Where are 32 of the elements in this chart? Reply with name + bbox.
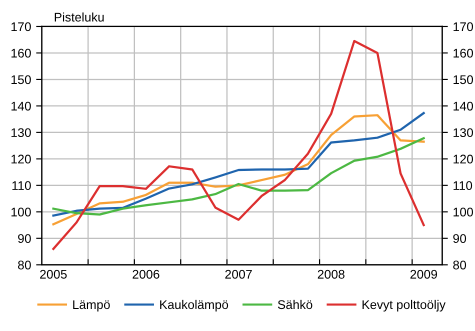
y-tick-label: 140	[11, 102, 31, 111]
y2-tick-label: 160	[454, 48, 474, 58]
legend-label: Kevyt polttoöljy	[362, 300, 446, 312]
x-tick-label: 2009	[410, 270, 438, 279]
y-tick-label: 80	[18, 260, 31, 270]
y-tick-label: 110	[12, 181, 31, 190]
y2-tick-label: 100	[454, 208, 474, 216]
y-tick-label: 100	[11, 208, 31, 216]
line-series	[52, 40, 425, 250]
y-tick-label: 130	[11, 128, 31, 138]
x-tick-label: 2008	[318, 270, 344, 279]
y2-tick-label: 120	[454, 154, 474, 164]
y-axis-title: Pisteluku	[54, 12, 104, 22]
y2-tick-label: 140	[454, 102, 474, 111]
y2-tick-label: 170	[454, 22, 474, 32]
x-tick-label: 2006	[132, 270, 160, 279]
y2-tick-label: 80	[453, 260, 466, 270]
legend-label: Lämpö	[73, 300, 110, 312]
legend-label: Sähkö	[278, 300, 312, 310]
y-tick-label: 150	[11, 75, 31, 84]
x-tick-label: 2005	[40, 270, 67, 279]
y2-tick-label: 150	[454, 75, 474, 84]
x-tick-label: 2007	[225, 270, 252, 279]
y2-tick-label: 130	[454, 128, 474, 138]
y2-tick-label: 90	[453, 234, 466, 243]
legend-label: Kaukolämpö	[160, 300, 228, 312]
y-tick-label: 160	[11, 48, 31, 58]
y2-tick-label: 110	[454, 181, 472, 190]
y-tick-label: 170	[11, 22, 31, 32]
y-tick-label: 90	[18, 234, 31, 243]
line-series	[52, 137, 425, 216]
y-tick-label: 120	[11, 154, 31, 164]
